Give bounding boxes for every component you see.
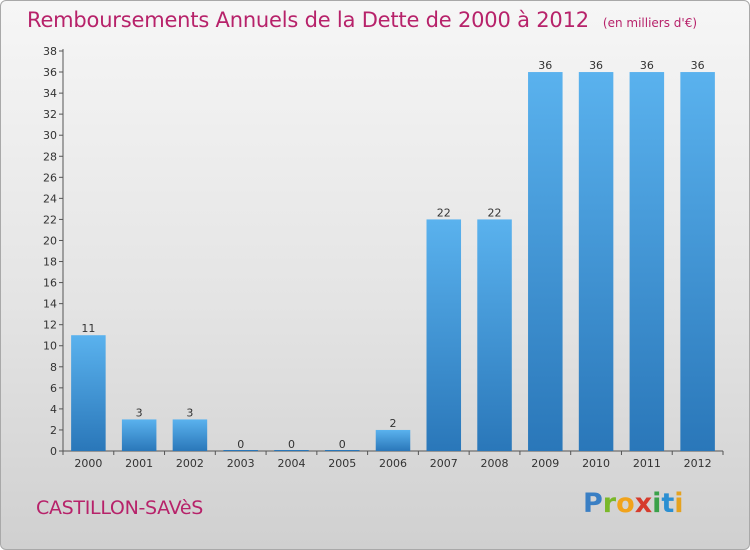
x-tick-label: 2008 bbox=[481, 457, 509, 470]
logo-letter: i bbox=[652, 488, 662, 519]
bar bbox=[578, 72, 614, 451]
x-tick-label: 2010 bbox=[582, 457, 610, 470]
y-tick-label: 36 bbox=[43, 66, 57, 79]
x-tick-label: 2003 bbox=[227, 457, 255, 470]
bar bbox=[324, 450, 360, 451]
x-tick-label: 2009 bbox=[531, 457, 559, 470]
y-tick-label: 38 bbox=[43, 45, 57, 58]
y-tick-label: 0 bbox=[50, 445, 57, 458]
y-tick-label: 8 bbox=[50, 361, 57, 374]
bar bbox=[71, 335, 106, 451]
logo-letter: i bbox=[674, 488, 684, 519]
x-tick-label: 2007 bbox=[430, 457, 458, 470]
x-tick-label: 2011 bbox=[633, 457, 661, 470]
bar bbox=[172, 419, 208, 451]
x-tick-label: 2006 bbox=[379, 457, 407, 470]
proxiti-logo[interactable]: Proxiti bbox=[583, 488, 684, 519]
bar bbox=[477, 219, 512, 451]
logo-letter: P bbox=[583, 488, 603, 519]
data-label: 22 bbox=[437, 206, 451, 219]
bar bbox=[680, 72, 715, 451]
data-label: 36 bbox=[589, 59, 603, 72]
y-tick-label: 2 bbox=[50, 424, 57, 437]
y-tick-label: 6 bbox=[50, 382, 57, 395]
y-tick-label: 24 bbox=[43, 192, 57, 205]
chart-subtitle: (en milliers d'€) bbox=[602, 16, 698, 30]
data-label: 0 bbox=[339, 438, 346, 451]
bar bbox=[528, 72, 563, 451]
x-tick-label: 2004 bbox=[277, 457, 305, 470]
y-tick-label: 34 bbox=[43, 87, 57, 100]
y-tick-label: 16 bbox=[43, 277, 57, 290]
y-tick-label: 4 bbox=[50, 403, 57, 416]
x-tick-label: 2012 bbox=[684, 457, 712, 470]
y-tick-label: 18 bbox=[43, 256, 57, 269]
logo-letter: t bbox=[661, 488, 675, 519]
logo-letter: r bbox=[602, 488, 617, 519]
chart-title-main: Remboursements Annuels de la Dette de 20… bbox=[27, 8, 589, 32]
data-label: 2 bbox=[390, 417, 397, 430]
x-tick-label: 2002 bbox=[176, 457, 204, 470]
bar bbox=[375, 429, 411, 451]
data-label: 22 bbox=[488, 206, 502, 219]
data-label: 0 bbox=[237, 438, 244, 451]
y-tick-label: 20 bbox=[43, 234, 57, 247]
bar bbox=[629, 72, 665, 451]
x-tick-label: 2001 bbox=[125, 457, 153, 470]
x-tick-label: 2005 bbox=[328, 457, 356, 470]
bar bbox=[426, 219, 462, 451]
y-tick-label: 32 bbox=[43, 108, 57, 121]
y-tick-label: 26 bbox=[43, 171, 57, 184]
data-label: 36 bbox=[538, 59, 552, 72]
y-tick-label: 12 bbox=[43, 319, 57, 332]
commune-name: CASTILLON-SAVèS bbox=[36, 497, 204, 519]
y-tick-label: 10 bbox=[43, 340, 57, 353]
data-label: 0 bbox=[288, 438, 295, 451]
y-tick-label: 28 bbox=[43, 150, 57, 163]
y-tick-label: 30 bbox=[43, 129, 57, 142]
data-label: 36 bbox=[691, 59, 705, 72]
logo-letter: x bbox=[634, 488, 653, 519]
chart-title: Remboursements Annuels de la Dette de 20… bbox=[27, 8, 697, 32]
data-label: 3 bbox=[186, 406, 193, 419]
y-tick-label: 22 bbox=[43, 213, 57, 226]
bar bbox=[223, 450, 258, 451]
bars bbox=[71, 72, 715, 451]
data-label: 36 bbox=[640, 59, 654, 72]
bar bbox=[274, 450, 309, 451]
logo-letter: o bbox=[616, 488, 635, 519]
data-label: 11 bbox=[81, 322, 95, 335]
y-tick-label: 14 bbox=[43, 298, 57, 311]
data-label: 3 bbox=[136, 406, 143, 419]
x-tick-label: 2000 bbox=[74, 457, 102, 470]
bar bbox=[121, 419, 157, 451]
